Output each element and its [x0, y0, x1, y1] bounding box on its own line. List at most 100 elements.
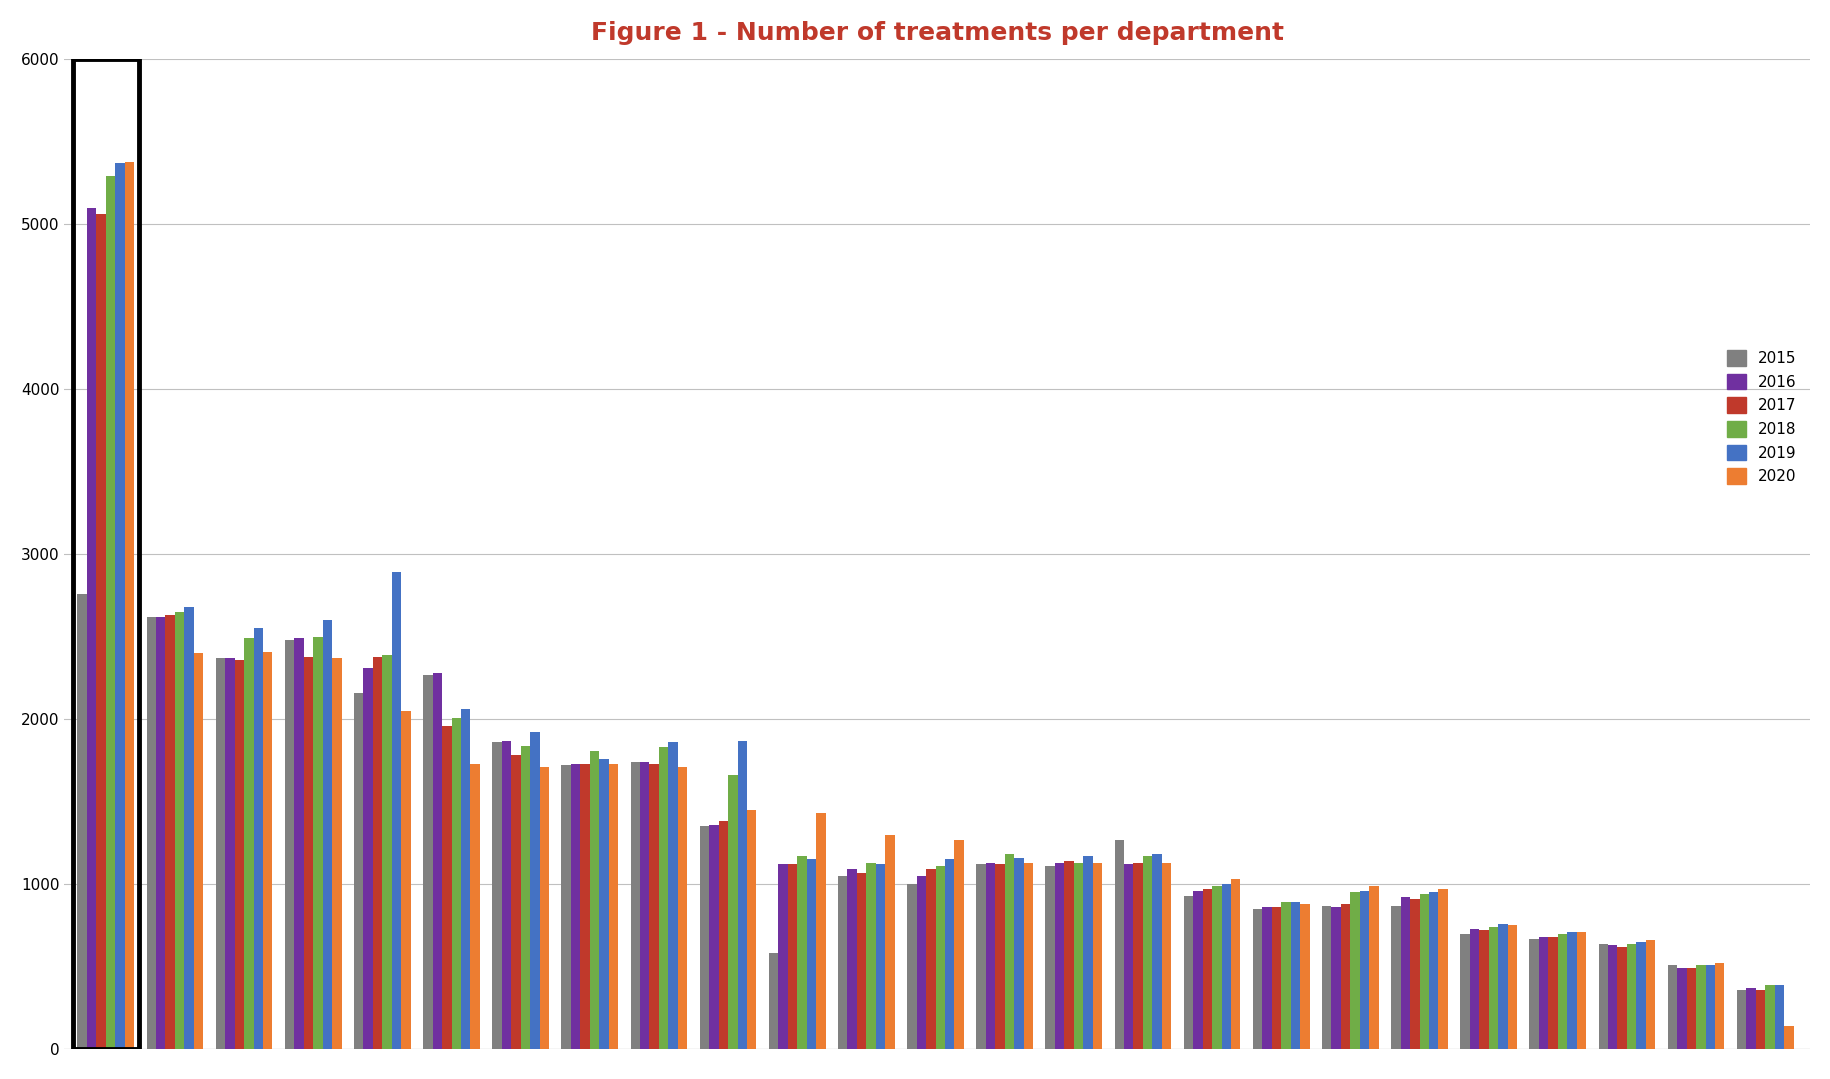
Bar	[1014, 858, 1023, 1049]
Bar	[1627, 943, 1636, 1049]
Bar	[728, 776, 737, 1049]
Bar	[1114, 839, 1124, 1049]
Bar	[77, 593, 86, 1049]
Bar	[470, 764, 479, 1049]
Bar	[1054, 863, 1063, 1049]
Bar	[1290, 902, 1299, 1049]
Bar	[295, 639, 304, 1049]
Bar	[1360, 891, 1369, 1049]
Bar	[769, 954, 778, 1049]
Bar	[659, 748, 668, 1049]
Bar	[441, 726, 452, 1049]
Bar	[511, 755, 520, 1049]
Bar	[1598, 943, 1607, 1049]
Bar	[1391, 905, 1400, 1049]
Bar	[97, 215, 106, 1049]
Bar	[540, 767, 549, 1049]
Bar	[1479, 930, 1488, 1049]
Bar	[243, 639, 253, 1049]
Bar	[1299, 904, 1308, 1049]
Bar	[322, 620, 331, 1049]
Bar	[432, 673, 441, 1049]
Bar	[562, 765, 571, 1049]
Bar	[1782, 1026, 1793, 1049]
Bar	[1400, 898, 1409, 1049]
Bar	[216, 658, 225, 1049]
Bar	[650, 764, 659, 1049]
Bar	[778, 864, 787, 1049]
Bar	[156, 617, 165, 1049]
Bar	[1162, 863, 1171, 1049]
Bar	[985, 863, 996, 1049]
Bar	[796, 856, 807, 1049]
Bar	[1755, 989, 1764, 1049]
Bar	[1124, 864, 1133, 1049]
Bar	[847, 870, 856, 1049]
Bar	[838, 876, 847, 1049]
Bar	[1023, 863, 1032, 1049]
Bar	[1182, 896, 1193, 1049]
Bar	[176, 612, 185, 1049]
Bar	[86, 208, 97, 1049]
Bar	[608, 764, 619, 1049]
Bar	[1667, 965, 1676, 1049]
Bar	[1142, 856, 1151, 1049]
Bar	[1427, 892, 1438, 1049]
Bar	[373, 656, 382, 1049]
Bar	[699, 827, 708, 1049]
Bar	[1636, 942, 1645, 1049]
Legend: 2015, 2016, 2017, 2018, 2019, 2020: 2015, 2016, 2017, 2018, 2019, 2020	[1720, 344, 1801, 491]
Bar	[598, 759, 608, 1049]
Bar	[1576, 932, 1585, 1049]
Bar	[630, 762, 640, 1049]
Bar	[225, 658, 234, 1049]
Bar	[146, 617, 156, 1049]
Bar	[1418, 894, 1427, 1049]
Bar	[875, 864, 884, 1049]
Bar	[253, 628, 264, 1049]
Bar	[571, 764, 580, 1049]
Bar	[866, 863, 875, 1049]
Bar	[1557, 933, 1566, 1049]
Bar	[747, 810, 756, 1049]
Bar	[717, 821, 728, 1049]
Bar	[1133, 863, 1142, 1049]
Bar	[1261, 907, 1272, 1049]
Bar	[1330, 907, 1340, 1049]
Bar	[1340, 904, 1351, 1049]
Bar	[304, 656, 313, 1049]
Bar	[1497, 924, 1506, 1049]
Bar	[1230, 879, 1239, 1049]
Bar	[1369, 886, 1378, 1049]
Bar	[501, 740, 511, 1049]
Bar	[452, 718, 461, 1049]
Bar	[906, 884, 917, 1049]
Bar	[1151, 855, 1162, 1049]
Title: Figure 1 - Number of treatments per department: Figure 1 - Number of treatments per depa…	[591, 21, 1283, 45]
Bar	[234, 660, 243, 1049]
Bar	[1193, 891, 1202, 1049]
Bar	[1537, 937, 1548, 1049]
Bar	[1566, 932, 1576, 1049]
Bar	[1438, 889, 1448, 1049]
Bar	[1685, 968, 1695, 1049]
Bar	[1045, 866, 1054, 1049]
Bar	[1281, 902, 1290, 1049]
Bar	[1272, 907, 1281, 1049]
Bar	[787, 864, 796, 1049]
Bar	[935, 866, 944, 1049]
Bar	[1715, 964, 1724, 1049]
Bar	[1093, 863, 1102, 1049]
Bar	[531, 733, 540, 1049]
Bar	[382, 655, 392, 1049]
Bar	[807, 860, 816, 1049]
Bar	[1072, 863, 1083, 1049]
Bar	[1773, 985, 1782, 1049]
Bar	[264, 652, 273, 1049]
Bar	[856, 873, 866, 1049]
Bar	[816, 814, 825, 1049]
Bar	[194, 653, 203, 1049]
Bar	[115, 163, 124, 1049]
Bar	[520, 746, 531, 1049]
Bar	[313, 637, 322, 1049]
